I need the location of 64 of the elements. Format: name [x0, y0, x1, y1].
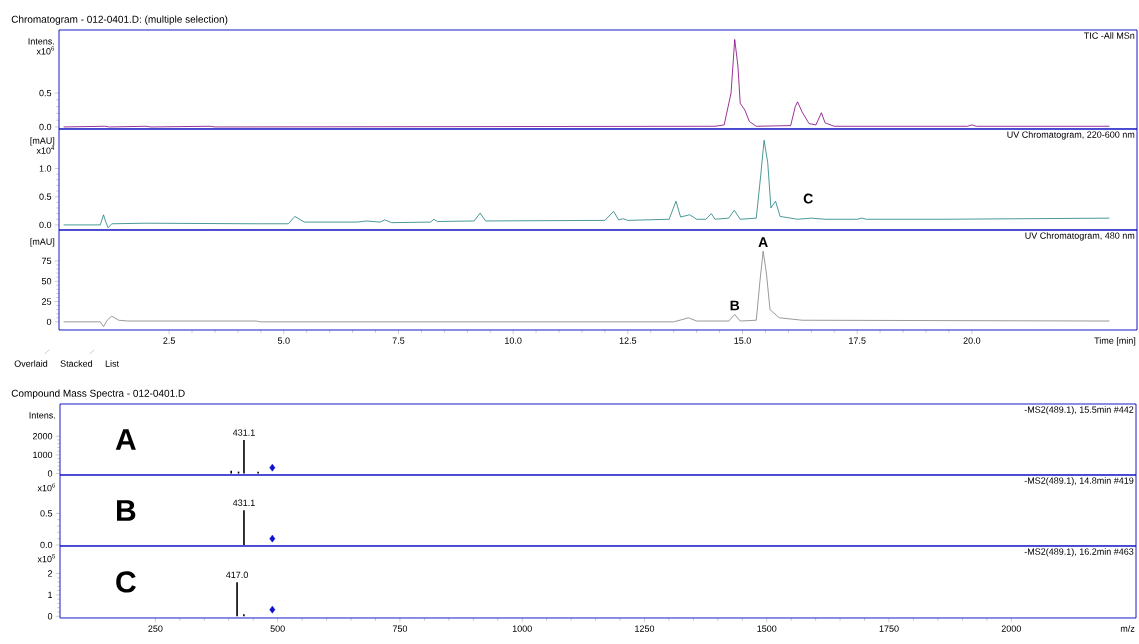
y-tick-label: 0: [47, 613, 53, 620]
x-tick-label: 20.0: [963, 337, 981, 344]
annotation: B: [117, 500, 136, 521]
y-tick-label: 0.5: [39, 89, 52, 97]
y-axis-title: Intens.: [29, 412, 55, 419]
y-axis-title: x10$^{6}$: [37, 483, 56, 492]
x-axis-title: Time [min]: [1094, 337, 1136, 346]
text: UV Chromatogram, 480 nm: [1025, 232, 1135, 241]
x-axis-title: m/z: [1120, 625, 1135, 632]
y-tick-label: 2: [47, 570, 53, 577]
annotation: C: [116, 571, 136, 593]
annotation: B: [730, 300, 740, 311]
chart-title: Compound Mass Spectra - 012-0401.D: [11, 389, 185, 399]
y-tick-label: 0: [46, 318, 52, 326]
x-tick-label: 2000: [1001, 625, 1021, 632]
x-tick-label: 15.0: [734, 337, 751, 344]
y-tick-label: 75: [41, 257, 52, 265]
x-tick-label: 5.0: [277, 337, 290, 344]
x-tick-label: 1750: [879, 625, 899, 632]
annotation: 431.1: [232, 429, 255, 436]
x-tick-label: 1500: [757, 625, 777, 632]
line-series: [63, 39, 1110, 128]
annotation: A: [115, 429, 136, 450]
x-tick-label: 250: [148, 625, 163, 632]
x-tick-label: 500: [270, 625, 285, 632]
x-tick-label: 1250: [635, 625, 655, 632]
y-tick-label: 25: [41, 298, 52, 305]
y-tick-label: 0.0: [40, 541, 53, 549]
chart-title: Chromatogram - 012-0401.D: (multiple selection): [11, 15, 228, 25]
annotation: 417.0: [226, 571, 248, 578]
y-axis-title: [mAU] x10$^{4}$: [30, 137, 55, 154]
text: -MS2(489.1), 15.5min #442: [1024, 406, 1134, 415]
x-tick-label: 750: [392, 625, 408, 632]
text: Overlaid: [14, 360, 48, 367]
text: TIC -All MSn: [1084, 32, 1135, 39]
y-tick-label: 1: [48, 591, 53, 598]
y-tick-label: 0.0: [39, 123, 52, 131]
text: UV Chromatogram, 220-600 nm: [1007, 131, 1135, 140]
text: -MS2(489.1), 14.8min #419: [1024, 477, 1134, 486]
annotation: A: [758, 237, 768, 247]
y-tick-label: 0: [47, 470, 53, 477]
y-tick-label: 0.0: [39, 221, 52, 229]
text: -MS2(489.1), 16.2min #463: [1024, 548, 1134, 557]
annotation: C: [803, 193, 813, 204]
x-tick-label: 7.5: [392, 337, 405, 344]
y-axis-title: Intens. x10$^{6}$: [28, 38, 55, 55]
x-tick-label: 10.0: [505, 337, 522, 344]
y-axis-title: x10$^{5}$: [37, 554, 56, 563]
line-series: [63, 139, 1110, 229]
text: Stacked: [60, 360, 93, 367]
line-series: [63, 250, 1110, 328]
annotation: 431.1: [232, 499, 255, 507]
y-tick-label: 2000: [32, 433, 53, 440]
y-tick-label: 1.0: [39, 165, 52, 172]
y-tick-label: 0.5: [39, 193, 52, 200]
x-tick-label: 1000: [512, 625, 532, 632]
x-tick-label: 2.5: [163, 337, 175, 344]
y-tick-label: 0.5: [40, 510, 53, 517]
text: List: [105, 360, 119, 367]
y-axis-title: [mAU]: [30, 238, 55, 247]
x-tick-label: 17.5: [849, 337, 866, 344]
y-tick-label: 1000: [33, 451, 53, 459]
x-tick-label: 12.5: [619, 337, 637, 344]
y-tick-label: 50: [41, 278, 52, 285]
